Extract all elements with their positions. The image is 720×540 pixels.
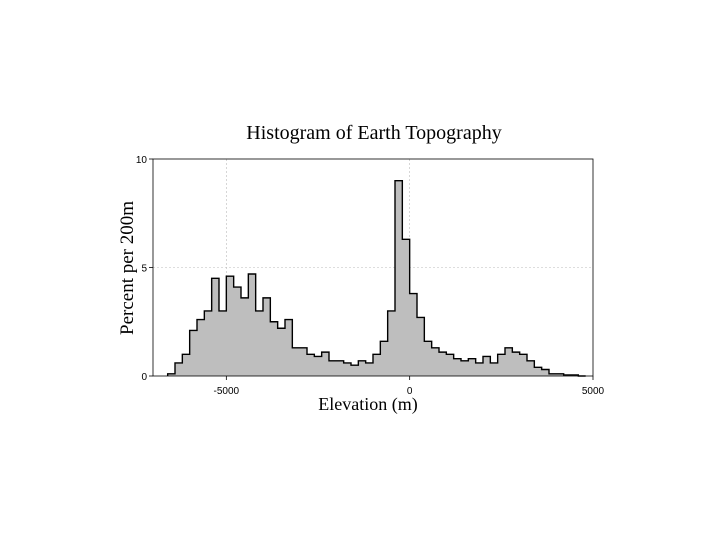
histogram-bar	[365, 362, 374, 376]
x-tick-label: 5000	[582, 386, 605, 397]
histogram-bar	[182, 354, 190, 376]
histogram-bar	[541, 369, 550, 376]
histogram-bar	[285, 319, 293, 376]
histogram-bar	[446, 354, 454, 376]
histogram-bar	[321, 352, 330, 376]
x-axis-ticks: -5000 0 5000	[214, 376, 605, 397]
histogram-bar	[277, 328, 286, 376]
x-axis-label: Elevation (m)	[318, 394, 417, 415]
histogram-bar	[431, 347, 440, 376]
histogram-bar	[387, 310, 396, 376]
histogram-bar	[167, 373, 176, 376]
y-axis-ticks: 0 5 10	[136, 155, 153, 383]
histogram-bar	[380, 341, 388, 376]
histogram-bar	[189, 330, 198, 376]
histogram-bar	[255, 310, 264, 376]
y-tick-label: 10	[136, 155, 148, 166]
histogram-bar	[307, 354, 315, 376]
histogram-bar	[219, 310, 227, 376]
histogram-bar	[292, 347, 300, 376]
histogram-bar	[534, 367, 542, 376]
histogram-bar	[204, 310, 212, 376]
histogram-bar	[424, 341, 432, 376]
histogram-bar	[490, 362, 498, 376]
histogram-bar	[453, 358, 462, 376]
histogram-bar	[263, 297, 271, 376]
histogram-outline	[166, 180, 586, 377]
x-tick-label: 0	[407, 386, 413, 397]
histogram-bar	[373, 354, 381, 376]
histogram-bar	[175, 362, 183, 376]
histogram-bar	[461, 360, 469, 376]
histogram-bar	[329, 360, 337, 376]
histogram-bar	[314, 356, 322, 376]
y-axis-label: Percent per 200m	[117, 201, 138, 335]
y-tick-label: 5	[141, 264, 147, 275]
x-tick-label: -5000	[214, 386, 240, 397]
histogram-bar	[336, 360, 344, 376]
histogram-bar	[211, 278, 220, 376]
histogram-bar	[248, 274, 256, 376]
histogram-bar	[439, 352, 447, 376]
histogram-bar	[519, 354, 528, 376]
chart-title: Histogram of Earth Topography	[246, 122, 501, 144]
histogram-bar	[241, 297, 249, 376]
y-tick-label: 0	[141, 372, 147, 383]
histogram-bar	[270, 321, 278, 376]
histogram-bar	[233, 287, 242, 376]
histogram-bar	[505, 347, 513, 376]
histogram-bar	[556, 373, 564, 376]
histogram-bar	[395, 180, 403, 376]
histogram-bar	[549, 373, 557, 376]
histogram-bar	[468, 358, 476, 376]
histogram-bar	[343, 362, 352, 376]
histogram-bar	[512, 352, 520, 376]
histogram-bar	[402, 239, 410, 376]
histogram-bar	[475, 362, 484, 376]
histogram-bars	[167, 180, 579, 376]
histogram-bar	[197, 319, 205, 376]
histogram-bar	[409, 293, 418, 376]
histogram-bar	[299, 347, 308, 376]
histogram-bar	[417, 317, 425, 376]
histogram-bar	[226, 276, 234, 376]
histogram-bar	[527, 360, 535, 376]
histogram-bar	[483, 356, 491, 376]
histogram-bar	[358, 360, 366, 376]
histogram-bar	[497, 354, 506, 376]
histogram-bar	[351, 365, 359, 376]
